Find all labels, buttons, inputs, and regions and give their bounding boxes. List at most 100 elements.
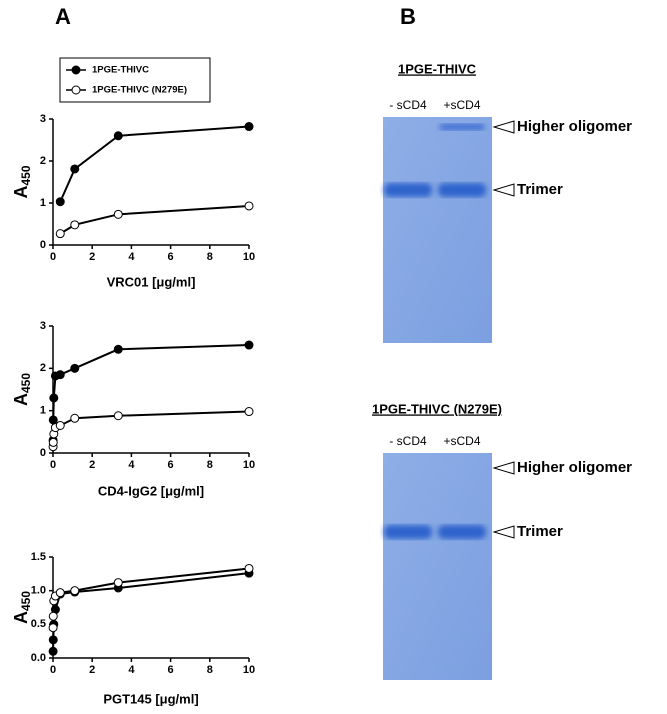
series-line (52, 572, 250, 652)
data-point (55, 197, 65, 207)
x-tick-label: 6 (168, 251, 174, 263)
data-point (244, 122, 254, 132)
band-arrow (492, 120, 515, 134)
data-point (113, 131, 123, 141)
data-point (244, 340, 254, 350)
x-tick-label: 8 (207, 664, 213, 676)
y-tick-label: 0.0 (31, 652, 46, 664)
x-axis-label: CD4-IgG2 [μg/ml] (98, 483, 204, 498)
y-axis-label-sub: 450 (19, 591, 33, 611)
y-tick-label: 0.5 (31, 618, 46, 630)
gel-title: 1PGE-THIVC (N279E) (372, 401, 502, 416)
x-tick-label: 6 (168, 459, 174, 471)
gel-title: 1PGE-THIVC (398, 61, 477, 76)
y-tick-label: 1.0 (31, 585, 46, 597)
data-point (113, 209, 123, 219)
data-point (70, 164, 80, 174)
y-axis-label: A450 (11, 591, 33, 624)
x-tick-label: 0 (50, 459, 56, 471)
lane-label: - sCD4 (389, 434, 427, 448)
band-label: Trimer (517, 523, 563, 540)
band (438, 525, 486, 539)
x-tick-label: 4 (128, 459, 135, 471)
y-tick-label: 2 (40, 155, 46, 167)
x-tick-label: 0 (50, 664, 56, 676)
legend-label: 1PGE-THIVC (92, 65, 149, 76)
y-axis-label: A450 (11, 165, 33, 198)
x-tick-label: 2 (89, 459, 95, 471)
y-tick-label: 1 (40, 405, 46, 417)
series-line (59, 204, 250, 235)
band-label: Higher oligomer (517, 459, 632, 476)
x-tick-label: 10 (243, 251, 255, 263)
y-axis-label-sub: 450 (19, 165, 33, 185)
data-point (244, 201, 254, 211)
data-point (55, 229, 65, 239)
band (440, 124, 484, 130)
panel-label: B (400, 4, 416, 29)
legend-box (59, 57, 211, 103)
x-axis-label: VRC01 [μg/ml] (107, 274, 196, 289)
panel-label: A (55, 4, 71, 29)
band-arrow (492, 183, 515, 197)
y-tick-label: 2 (40, 362, 46, 374)
x-tick-label: 10 (243, 664, 255, 676)
x-tick-label: 8 (207, 251, 213, 263)
x-tick-label: 10 (243, 459, 255, 471)
band-label: Higher oligomer (517, 118, 632, 135)
series-line (52, 344, 250, 441)
data-point (48, 611, 58, 621)
y-axis-label: A450 (11, 373, 33, 406)
x-tick-label: 2 (89, 664, 95, 676)
y-axis-label-sub: 450 (19, 373, 33, 393)
lane-label: +sCD4 (443, 434, 480, 448)
y-tick-label: 3 (40, 113, 46, 125)
data-point (244, 407, 254, 417)
data-point (70, 220, 80, 230)
band-label: Trimer (517, 181, 563, 198)
data-point (48, 437, 58, 447)
data-point (70, 586, 80, 596)
y-tick-label: 0 (40, 447, 46, 459)
x-tick-label: 6 (168, 664, 174, 676)
x-tick-label: 2 (89, 251, 95, 263)
y-tick-label: 0 (40, 239, 46, 251)
x-tick-label: 4 (128, 251, 135, 263)
x-tick-label: 4 (128, 664, 135, 676)
data-point (70, 413, 80, 423)
data-point (113, 578, 123, 588)
band (438, 183, 486, 197)
data-point (55, 588, 65, 598)
legend-marker (71, 85, 81, 95)
y-tick-label: 3 (40, 320, 46, 332)
y-tick-label: 1.5 (31, 551, 46, 563)
x-tick-label: 8 (207, 459, 213, 471)
gel (383, 453, 492, 680)
gel (383, 117, 492, 343)
lane-label: +sCD4 (443, 98, 480, 112)
data-point (55, 420, 65, 430)
legend-label: 1PGE-THIVC (N279E) (92, 85, 187, 96)
x-tick-label: 0 (50, 251, 56, 263)
x-axis-label: PGT145 [μg/ml] (103, 691, 198, 706)
lane-label: - sCD4 (389, 98, 427, 112)
y-axis-label-main: A (11, 393, 31, 406)
data-point (48, 623, 58, 633)
y-tick-label: 1 (40, 197, 46, 209)
series-line (59, 125, 250, 203)
data-point (48, 646, 58, 656)
band (384, 183, 432, 197)
data-point (113, 411, 123, 421)
y-axis-label-main: A (11, 186, 31, 199)
band (384, 525, 432, 539)
data-point (113, 344, 123, 354)
series-line (52, 410, 250, 447)
band-arrow (492, 525, 515, 539)
data-point (70, 363, 80, 373)
y-axis-label-main: A (11, 611, 31, 624)
data-point (244, 563, 254, 573)
data-point (55, 370, 65, 380)
band-arrow (492, 461, 515, 475)
data-point (49, 393, 59, 403)
